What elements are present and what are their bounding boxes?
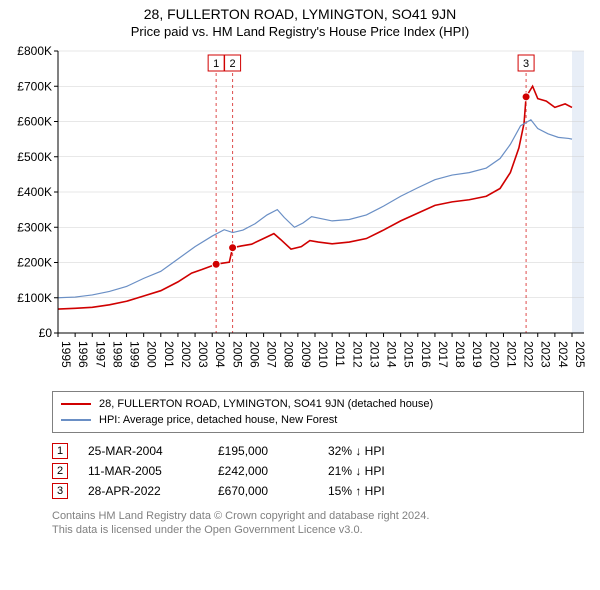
svg-text:1995: 1995 <box>59 341 73 368</box>
license-line2: This data is licensed under the Open Gov… <box>52 523 584 537</box>
legend-swatch <box>61 403 91 405</box>
svg-text:1996: 1996 <box>76 341 90 368</box>
svg-text:2013: 2013 <box>367 341 381 368</box>
svg-text:2016: 2016 <box>419 341 433 368</box>
svg-text:2004: 2004 <box>213 341 227 368</box>
legend-label: 28, FULLERTON ROAD, LYMINGTON, SO41 9JN … <box>99 396 433 412</box>
transactions-table: 1 25-MAR-2004 £195,000 32% ↓ HPI 2 11-MAR-200… <box>52 441 584 501</box>
legend-swatch <box>61 419 91 421</box>
svg-text:2010: 2010 <box>316 341 330 368</box>
svg-text:2017: 2017 <box>436 341 450 368</box>
svg-text:2011: 2011 <box>333 341 347 367</box>
transaction-row: 2 11-MAR-2005 £242,000 21% ↓ HPI <box>52 461 584 481</box>
svg-text:£500K: £500K <box>17 150 52 164</box>
transaction-date: 28-APR-2022 <box>88 481 198 501</box>
license-text: Contains HM Land Registry data © Crown c… <box>52 509 584 537</box>
license-line1: Contains HM Land Registry data © Crown c… <box>52 509 584 523</box>
svg-text:£300K: £300K <box>17 220 52 234</box>
svg-text:1997: 1997 <box>93 341 107 368</box>
svg-text:2014: 2014 <box>385 341 399 368</box>
svg-text:1: 1 <box>213 58 219 70</box>
svg-text:2006: 2006 <box>247 341 261 368</box>
svg-text:£100K: £100K <box>17 291 52 305</box>
svg-text:2019: 2019 <box>470 341 484 368</box>
svg-text:2: 2 <box>230 58 236 70</box>
transaction-price: £195,000 <box>218 441 308 461</box>
svg-text:2018: 2018 <box>453 341 467 368</box>
svg-text:2009: 2009 <box>299 341 313 368</box>
svg-text:2022: 2022 <box>522 341 536 368</box>
svg-text:2025: 2025 <box>573 341 587 368</box>
svg-text:2020: 2020 <box>487 341 501 368</box>
svg-text:£800K: £800K <box>17 45 52 58</box>
chart-legend: 28, FULLERTON ROAD, LYMINGTON, SO41 9JN … <box>52 391 584 433</box>
transaction-date: 11-MAR-2005 <box>88 461 198 481</box>
svg-text:£600K: £600K <box>17 115 52 129</box>
legend-item: HPI: Average price, detached house, New … <box>61 412 575 428</box>
svg-text:1999: 1999 <box>128 341 142 368</box>
transaction-badge: 2 <box>52 463 68 479</box>
legend-item: 28, FULLERTON ROAD, LYMINGTON, SO41 9JN … <box>61 396 575 412</box>
transaction-price: £242,000 <box>218 461 308 481</box>
transaction-delta: 15% ↑ HPI <box>328 481 428 501</box>
svg-text:2023: 2023 <box>539 341 553 368</box>
chart-area: £0 £100K £200K £300K £400K £500K £600K £700K £80… <box>10 45 590 385</box>
svg-text:£0: £0 <box>39 326 53 340</box>
legend-label: HPI: Average price, detached house, New … <box>99 412 337 428</box>
transaction-delta: 32% ↓ HPI <box>328 441 428 461</box>
transaction-delta: 21% ↓ HPI <box>328 461 428 481</box>
transaction-price: £670,000 <box>218 481 308 501</box>
chart-subtitle: Price paid vs. HM Land Registry's House … <box>10 24 590 39</box>
svg-text:2024: 2024 <box>556 341 570 368</box>
svg-text:£200K: £200K <box>17 256 52 270</box>
svg-text:2002: 2002 <box>179 341 193 368</box>
svg-text:2015: 2015 <box>402 341 416 368</box>
svg-text:1998: 1998 <box>110 341 124 368</box>
transaction-date: 25-MAR-2004 <box>88 441 198 461</box>
chart-title: 28, FULLERTON ROAD, LYMINGTON, SO41 9JN <box>10 6 590 22</box>
svg-text:£700K: £700K <box>17 79 52 93</box>
svg-text:3: 3 <box>523 58 529 70</box>
price-chart: £0 £100K £200K £300K £400K £500K £600K £700K £80… <box>10 45 590 385</box>
svg-text:2000: 2000 <box>145 341 159 368</box>
svg-text:2012: 2012 <box>350 341 364 368</box>
svg-text:£400K: £400K <box>17 185 52 199</box>
svg-text:2003: 2003 <box>196 341 210 368</box>
svg-text:2005: 2005 <box>230 341 244 368</box>
svg-text:2001: 2001 <box>162 341 176 368</box>
svg-text:2007: 2007 <box>265 341 279 368</box>
transaction-badge: 3 <box>52 483 68 499</box>
svg-text:2008: 2008 <box>282 341 296 368</box>
transaction-row: 3 28-APR-2022 £670,000 15% ↑ HPI <box>52 481 584 501</box>
transaction-badge: 1 <box>52 443 68 459</box>
svg-text:2021: 2021 <box>504 341 518 368</box>
transaction-row: 1 25-MAR-2004 £195,000 32% ↓ HPI <box>52 441 584 461</box>
